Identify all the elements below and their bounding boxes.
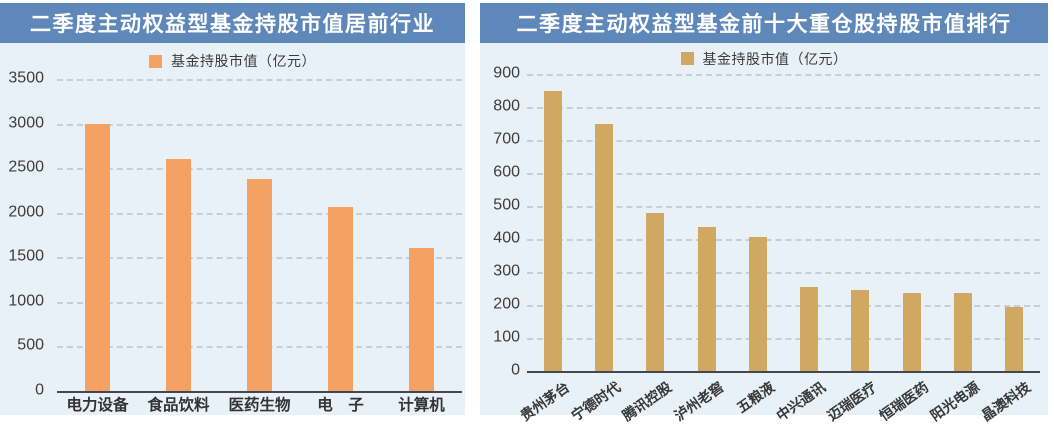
gridline bbox=[57, 168, 462, 171]
top-holdings-legend-label: 基金持股市值（亿元） bbox=[702, 50, 848, 67]
bar-食品饮料 bbox=[166, 159, 191, 391]
bar-晶澳科技 bbox=[1005, 306, 1024, 371]
bar-迈瑞医疗 bbox=[851, 290, 870, 371]
top-holdings-chart-header: 二季度主动权益型基金前十大重仓股持股市值排行 bbox=[480, 3, 1048, 43]
x-axis-line bbox=[57, 391, 462, 393]
bar-电力设备 bbox=[85, 123, 110, 391]
industry-chart-header: 二季度主动权益型基金持股市值居前行业 bbox=[0, 3, 465, 43]
y-tick-label: 2000 bbox=[8, 203, 44, 221]
bar-slot bbox=[527, 74, 578, 371]
bar-宁德时代 bbox=[594, 123, 613, 371]
bar-slot bbox=[886, 74, 937, 371]
y-tick-label: 0 bbox=[35, 381, 44, 399]
gridline bbox=[57, 123, 462, 126]
industry-chart-legend: 基金持股市值（亿元） bbox=[0, 43, 465, 79]
x-category-label: 计算机 bbox=[398, 397, 445, 414]
gridline bbox=[527, 206, 1040, 208]
bar-slot bbox=[989, 74, 1040, 371]
x-category-label: 泸州老窖 bbox=[670, 378, 726, 424]
bar-slot bbox=[835, 74, 886, 371]
bar-slot bbox=[578, 74, 629, 371]
bar-slot bbox=[138, 79, 219, 391]
x-axis-line bbox=[527, 371, 1040, 373]
y-tick-label: 2500 bbox=[8, 158, 44, 176]
gridline bbox=[527, 173, 1040, 175]
industry-chart-panel: 二季度主动权益型基金持股市值居前行业 基金持股市值（亿元） 电力设备 食品饮料 医药… bbox=[0, 3, 465, 415]
bar-计算机 bbox=[409, 248, 434, 391]
industry-x-axis: 电力设备 食品饮料 医药生物 电 子 计算机 bbox=[57, 391, 462, 415]
industry-legend-label: 基金持股市值（亿元） bbox=[171, 53, 316, 69]
bar-slot bbox=[630, 74, 681, 371]
bar-电 子 bbox=[328, 207, 353, 391]
x-category-label: 电力设备 bbox=[66, 397, 129, 414]
y-tick-label: 400 bbox=[493, 229, 520, 247]
bar-腾讯控股 bbox=[646, 212, 665, 371]
y-tick-label: 500 bbox=[493, 196, 520, 214]
bar-slot bbox=[219, 79, 300, 391]
bar-恒瑞医药 bbox=[902, 293, 921, 371]
bar-泸州老窖 bbox=[697, 227, 716, 371]
gridline bbox=[527, 272, 1040, 274]
gridline bbox=[527, 239, 1040, 241]
gridline bbox=[57, 79, 462, 81]
industry-bar-chart: 电力设备 食品饮料 医药生物 电 子 计算机 3500 3000 2500 2000 1500 1… bbox=[0, 70, 465, 415]
y-tick-label: 0 bbox=[511, 361, 520, 379]
gridline bbox=[527, 74, 1040, 76]
gridline bbox=[527, 140, 1040, 142]
y-tick-label: 300 bbox=[493, 262, 520, 280]
bar-中兴通讯 bbox=[800, 286, 819, 371]
top-holdings-chart-legend: 基金持股市值（亿元） bbox=[480, 43, 1048, 74]
bar-slot bbox=[381, 79, 462, 391]
bar-阳光电源 bbox=[954, 293, 973, 371]
bars-group bbox=[527, 74, 1040, 371]
x-category-label: 食品饮料 bbox=[147, 397, 210, 414]
bar-slot bbox=[783, 74, 834, 371]
x-category-label: 医药生物 bbox=[228, 397, 291, 414]
bar-医药生物 bbox=[247, 178, 272, 391]
y-tick-label: 500 bbox=[17, 336, 44, 354]
top-holdings-chart-panel: 二季度主动权益型基金前十大重仓股持股市值排行 基金持股市值（亿元） 贵州茅台 宁德… bbox=[480, 3, 1048, 424]
y-tick-label: 800 bbox=[493, 97, 520, 115]
y-tick-label: 1000 bbox=[8, 292, 44, 310]
bar-slot bbox=[681, 74, 732, 371]
bar-贵州茅台 bbox=[543, 90, 562, 371]
bar-slot bbox=[300, 79, 381, 391]
bar-slot bbox=[57, 79, 138, 391]
bar-slot bbox=[937, 74, 988, 371]
y-tick-label: 200 bbox=[493, 295, 520, 313]
bar-五粮液 bbox=[748, 237, 767, 371]
gridline bbox=[527, 338, 1040, 340]
y-tick-label: 900 bbox=[493, 64, 520, 82]
x-category-label: 电 子 bbox=[317, 397, 364, 414]
top-holdings-x-axis: 贵州茅台 宁德时代 腾讯控股 泸州老窖 五粮液 中兴通讯 迈瑞医疗 恒瑞医药 阳光电源 晶澳科技 bbox=[517, 371, 1040, 424]
y-tick-label: 600 bbox=[493, 163, 520, 181]
legend-swatch-orange-icon bbox=[149, 54, 162, 68]
x-category-label: 晶澳科技 bbox=[978, 378, 1034, 424]
top-holdings-bar-chart: 贵州茅台 宁德时代 腾讯控股 泸州老窖 五粮液 中兴通讯 迈瑞医疗 恒瑞医药 阳光电源 晶澳科技 … bbox=[480, 65, 1048, 424]
industry-chart-title: 二季度主动权益型基金持股市值居前行业 bbox=[30, 13, 435, 36]
gridline bbox=[527, 107, 1040, 109]
y-tick-label: 3500 bbox=[8, 69, 44, 87]
bars-group bbox=[57, 79, 462, 391]
y-tick-label: 3000 bbox=[8, 113, 44, 131]
bar-slot bbox=[732, 74, 783, 371]
top-holdings-plot-area bbox=[527, 74, 1040, 373]
legend-swatch-tan-icon bbox=[680, 52, 694, 65]
y-tick-label: 700 bbox=[493, 130, 520, 148]
y-tick-label: 1500 bbox=[8, 247, 44, 265]
y-tick-label: 100 bbox=[493, 328, 520, 346]
gridline bbox=[527, 305, 1040, 307]
top-holdings-chart-title: 二季度主动权益型基金前十大重仓股持股市值排行 bbox=[516, 13, 1012, 36]
industry-plot-area bbox=[57, 79, 462, 393]
